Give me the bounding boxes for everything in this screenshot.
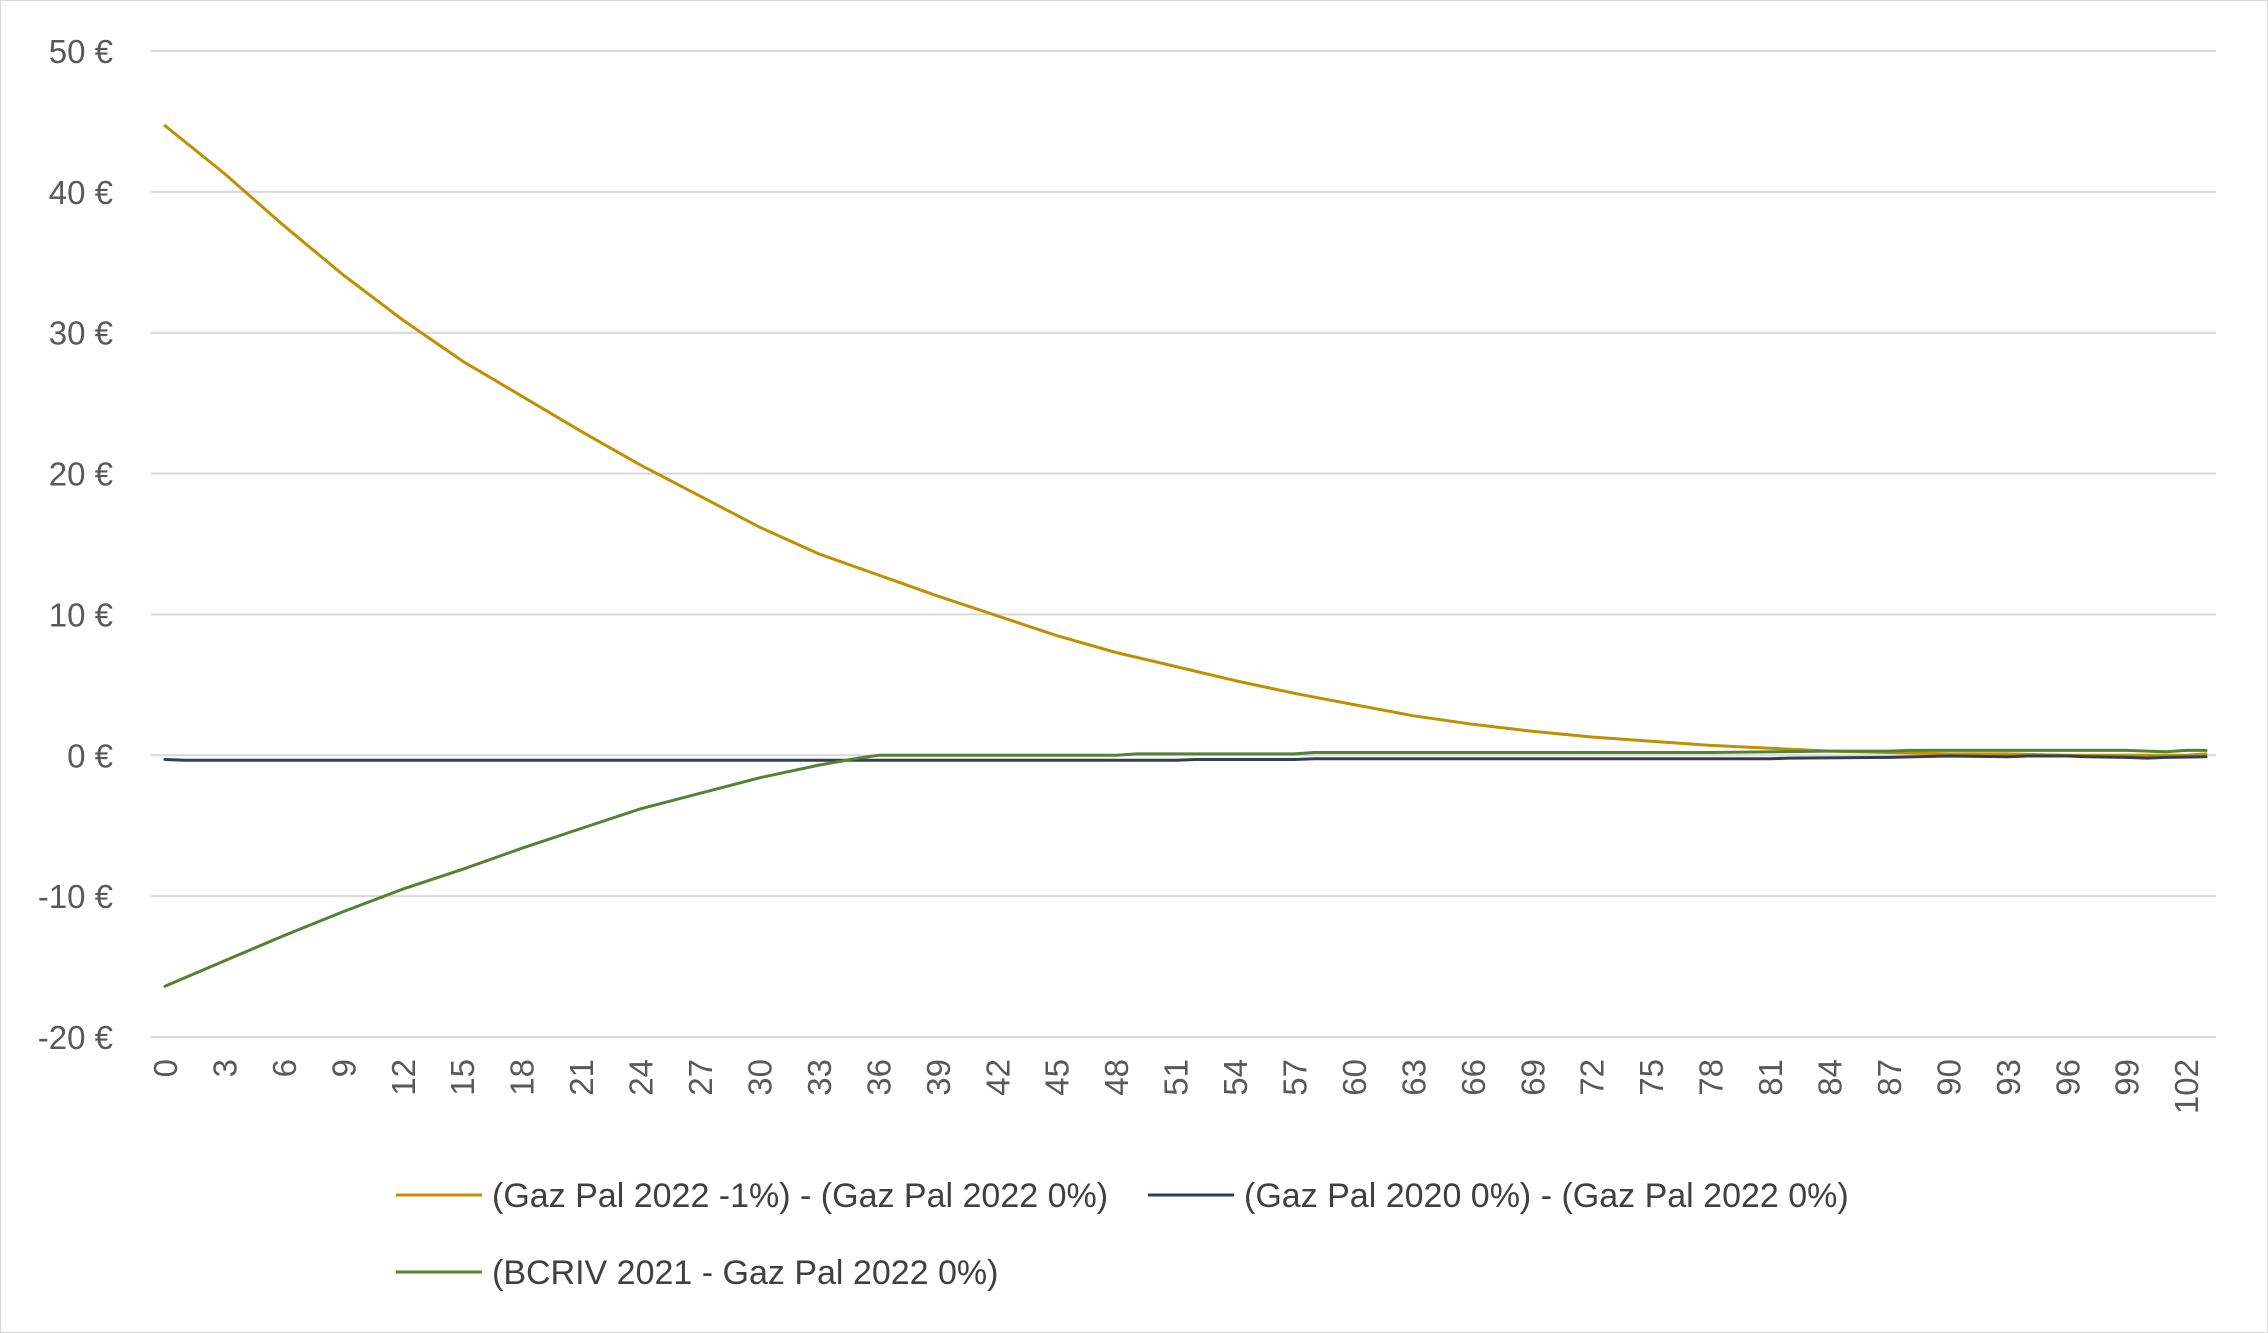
x-tick-label: 78 (1693, 1059, 1730, 1096)
x-tick-label: 54 (1217, 1059, 1254, 1096)
legend: (Gaz Pal 2022 -1%) - (Gaz Pal 2022 0%) (G… (396, 1177, 1849, 1292)
x-tick-label: 84 (1812, 1059, 1849, 1096)
y-axis-labels: -20 € -10 € 0 € 10 € 20 € 30 € 40 € 50 € (38, 33, 113, 1056)
legend-label-3: (BCRIV 2021 - Gaz Pal 2022 0%) (492, 1254, 998, 1292)
x-tick-label: 12 (385, 1059, 422, 1096)
x-tick-label: 24 (623, 1059, 660, 1096)
x-tick-label: 75 (1633, 1059, 1670, 1096)
legend-label-2: (Gaz Pal 2020 0%) - (Gaz Pal 2022 0%) (1244, 1177, 1849, 1215)
y-tick-label: 50 € (49, 33, 113, 70)
x-tick-label: 27 (682, 1059, 719, 1096)
x-axis-labels: 0 3 6 9 12 15 18 21 24 27 30 33 36 39 42 45 48 51 54 57 60 63… (147, 1059, 2205, 1114)
x-tick-label: 81 (1752, 1059, 1789, 1096)
x-tick-label: 57 (1276, 1059, 1313, 1096)
grid-lines (151, 50, 2216, 1038)
x-tick-label: 45 (1039, 1059, 1076, 1096)
x-tick-label: 63 (1395, 1059, 1432, 1096)
x-tick-label: 6 (266, 1059, 303, 1077)
y-tick-label: 0 € (67, 737, 113, 774)
x-tick-label: 3 (206, 1059, 243, 1077)
series-line-2 (163, 754, 2208, 762)
x-tick-label: 90 (1930, 1059, 1967, 1096)
x-tick-label: 102 (2168, 1059, 2205, 1114)
x-tick-label: 33 (801, 1059, 838, 1096)
x-tick-label: 72 (1574, 1059, 1611, 1096)
x-tick-label: 9 (325, 1059, 362, 1077)
x-tick-label: 18 (504, 1059, 541, 1096)
y-tick-label: -10 € (38, 878, 113, 915)
x-tick-label: 93 (1990, 1059, 2027, 1096)
x-tick-label: 96 (2049, 1059, 2086, 1096)
x-tick-label: 66 (1455, 1059, 1492, 1096)
x-tick-label: 30 (741, 1059, 778, 1096)
x-tick-label: 60 (1336, 1059, 1373, 1096)
y-tick-label: 40 € (49, 174, 113, 211)
x-tick-label: 15 (444, 1059, 481, 1096)
x-tick-label: 36 (860, 1059, 897, 1096)
x-tick-label: 21 (563, 1059, 600, 1096)
x-tick-label: 0 (147, 1059, 184, 1077)
y-tick-label: 10 € (49, 596, 113, 633)
series-line-1 (163, 124, 2208, 757)
series-lines (163, 124, 2208, 988)
x-tick-label: 48 (1098, 1059, 1135, 1096)
x-tick-label: 39 (920, 1059, 957, 1096)
x-tick-label: 99 (2109, 1059, 2146, 1096)
x-tick-label: 69 (1514, 1059, 1551, 1096)
y-tick-label: -20 € (38, 1019, 113, 1056)
series-line-3 (163, 748, 2208, 988)
x-tick-label: 42 (979, 1059, 1016, 1096)
x-tick-label: 87 (1871, 1059, 1908, 1096)
y-tick-label: 30 € (49, 315, 113, 352)
y-tick-label: 20 € (49, 456, 113, 493)
x-tick-label: 51 (1158, 1059, 1195, 1096)
legend-label-1: (Gaz Pal 2022 -1%) - (Gaz Pal 2022 0%) (492, 1177, 1108, 1215)
